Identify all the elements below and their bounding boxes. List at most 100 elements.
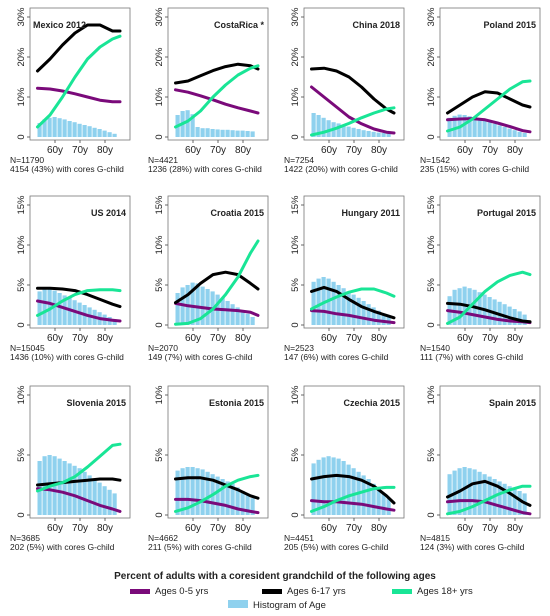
series-line-ages-6-17 <box>174 62 260 85</box>
histogram-bar <box>235 130 240 137</box>
x-tick-label: 80y <box>235 145 251 156</box>
legend-label-histogram: Histogram of Age <box>253 600 326 611</box>
histogram-bar <box>72 122 77 137</box>
y-tick-label: 30% <box>426 7 437 27</box>
histogram-bar <box>52 117 57 137</box>
histogram-bar <box>517 311 522 325</box>
histogram-bar <box>467 468 472 515</box>
histogram-bar <box>210 129 215 137</box>
x-tick-label: 60y <box>457 333 473 344</box>
x-tick-label: 70y <box>346 333 362 344</box>
cores-label: 124 (3%) with cores G-child <box>420 542 525 552</box>
panel-title: US 2014 <box>91 208 126 218</box>
histogram-bar <box>371 131 376 137</box>
histogram-bar <box>376 132 381 137</box>
series-line-ages-0-5 <box>36 299 122 323</box>
histogram-bar <box>225 129 230 137</box>
histogram-bar <box>37 291 42 325</box>
histogram-bar <box>336 123 341 137</box>
sample-size-label: N=11790 <box>10 155 44 165</box>
panel-title: Czechia 2015 <box>343 398 400 408</box>
histogram-bar <box>452 289 457 325</box>
cores-label: 149 (7%) with cores G-child <box>148 352 253 362</box>
series-line-ages-0-5 <box>36 487 122 513</box>
histogram-bar <box>336 458 341 515</box>
histogram-bar <box>467 116 472 137</box>
series-line-ages-18-plus <box>36 442 122 493</box>
series-line-ages-6-17 <box>310 285 396 320</box>
histogram-bar <box>351 468 356 515</box>
panel-title: Mexico 2012 <box>33 20 86 30</box>
histogram-bar <box>230 130 235 137</box>
histogram-bar <box>376 488 381 515</box>
y-tick-label: 30% <box>154 7 165 27</box>
y-tick-label: 10% <box>16 385 27 405</box>
x-tick-label: 70y <box>210 145 226 156</box>
y-tick-label: 10% <box>426 385 437 405</box>
series-line-ages-6-17 <box>446 90 532 115</box>
panel-title: Poland 2015 <box>483 20 536 30</box>
cores-label: 1422 (20%) with cores G-child <box>284 164 398 174</box>
y-tick-label: 20% <box>154 47 165 67</box>
histogram-bar <box>42 119 47 137</box>
histogram-bar <box>77 468 82 515</box>
panel-title: China 2018 <box>352 20 400 30</box>
x-tick-label: 60y <box>47 523 63 534</box>
histogram-bar <box>331 281 336 325</box>
x-tick-label: 70y <box>72 333 88 344</box>
histogram-bar <box>517 131 522 137</box>
histogram-bar <box>326 456 331 515</box>
histogram-bar <box>67 463 72 515</box>
x-tick-label: 80y <box>97 145 113 156</box>
histogram-bar <box>200 469 205 515</box>
histogram-bar <box>331 457 336 515</box>
histogram-bar <box>205 471 210 515</box>
histogram-bar <box>107 132 112 137</box>
cores-label: 1236 (28%) with cores G-child <box>148 164 262 174</box>
cores-label: 235 (15%) with cores G-child <box>420 164 529 174</box>
histogram-bar <box>361 130 366 137</box>
histogram-bar <box>112 319 117 325</box>
x-tick-label: 60y <box>185 145 201 156</box>
histogram-bar <box>462 467 467 515</box>
series-line-ages-18-plus <box>446 270 532 325</box>
series-line-ages-18-plus <box>310 106 396 137</box>
y-tick-label: 10% <box>426 235 437 255</box>
x-tick-label: 70y <box>346 145 362 156</box>
histogram-bar <box>457 288 462 325</box>
histogram-bar <box>517 491 522 515</box>
x-tick-label: 80y <box>97 523 113 534</box>
sample-size-label: N=1540 <box>420 343 450 353</box>
x-tick-label: 70y <box>72 145 88 156</box>
sample-size-label: N=2070 <box>148 343 178 353</box>
histogram-bar <box>102 130 107 137</box>
legend-swatch-ages-18-plus <box>392 589 412 594</box>
y-tick-label: 0 <box>154 134 165 139</box>
histogram-bar <box>487 122 492 137</box>
histogram-bar <box>346 464 351 515</box>
histogram-bar <box>462 115 467 137</box>
y-tick-label: 10% <box>154 87 165 107</box>
sample-size-label: N=4421 <box>148 155 178 165</box>
series-line-ages-18-plus <box>446 79 532 133</box>
histogram-bar <box>220 297 225 325</box>
histogram-bar <box>92 127 97 137</box>
panel-title: Spain 2015 <box>489 398 536 408</box>
histogram-bar <box>205 128 210 137</box>
panel: 0 5% 10% 15% 60y 70y 80y Croatia 2015 N=2070149 … <box>148 195 269 362</box>
histogram-bar <box>381 133 386 137</box>
y-tick-label: 10% <box>16 235 27 255</box>
legend-swatch-ages-0-5 <box>130 589 150 594</box>
sample-size-label: N=7254 <box>284 155 314 165</box>
histogram-bar <box>316 459 321 515</box>
histogram-bar <box>57 118 62 137</box>
histogram-bar <box>366 479 371 515</box>
histogram-bar <box>477 471 482 515</box>
series-line-ages-18-plus <box>174 239 260 326</box>
histogram-bar <box>497 125 502 137</box>
panel: 0 5% 10% 15% 60y 70y 80y Hungary 2011 N=2523147 … <box>284 195 405 362</box>
y-tick-label: 0 <box>16 322 27 327</box>
histogram-bar <box>351 127 356 137</box>
